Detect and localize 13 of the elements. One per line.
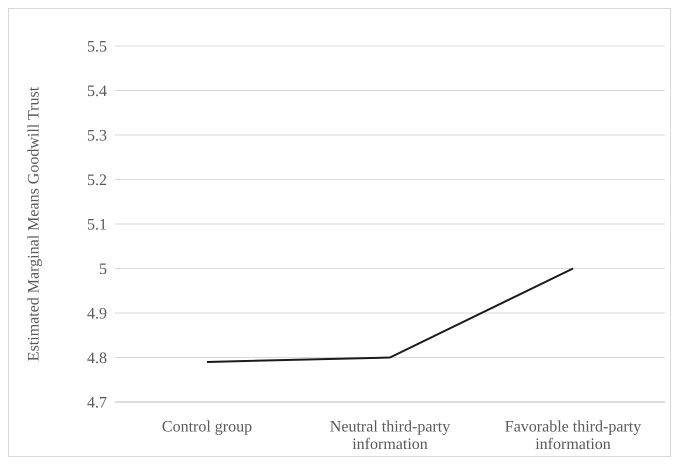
- y-tick-label: 5.2: [87, 172, 107, 190]
- y-tick-label: 5.3: [87, 128, 107, 145]
- y-tick-label: 5: [99, 261, 107, 278]
- y-tick-label: 5.1: [87, 216, 107, 234]
- y-tick-label: 4.8: [87, 350, 107, 368]
- y-tick-label: 5.4: [87, 83, 107, 100]
- y-tick-label: 5.5: [87, 38, 107, 56]
- y-tick-label: 4.7: [87, 394, 107, 412]
- y-tick-label: 4.9: [87, 306, 107, 323]
- x-tick-label: Neutral third-party information: [330, 418, 450, 453]
- x-tick-label: Favorable third-party information: [504, 418, 642, 453]
- x-tick-label: Control group: [162, 418, 252, 436]
- y-axis-title: Estimated Marginal Means Goodwill Trust: [26, 86, 43, 362]
